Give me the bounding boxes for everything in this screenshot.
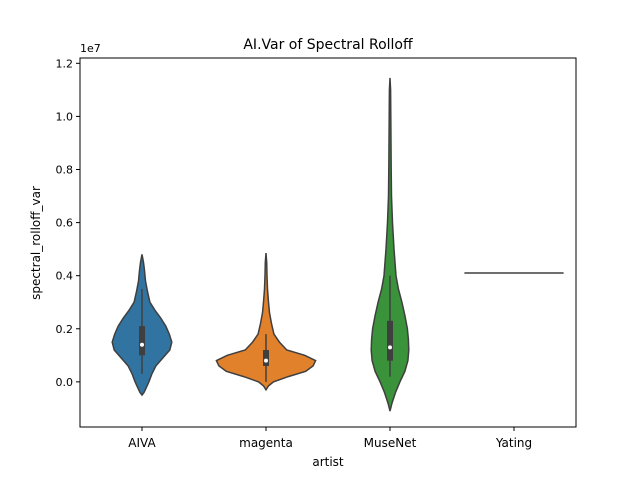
y-tick-label: 0.8 xyxy=(56,163,74,176)
x-tick-label-yating: Yating xyxy=(495,436,532,450)
violin-magenta xyxy=(215,253,317,392)
chart-title: AI.Var of Spectral Rolloff xyxy=(243,37,413,53)
median-dot-musenet xyxy=(388,345,392,350)
y-axis-multiplier: 1e7 xyxy=(80,42,101,55)
y-tick-label: 1.2 xyxy=(56,57,74,70)
y-tick-label: 0.6 xyxy=(56,217,74,230)
x-tick-label-magenta: magenta xyxy=(239,436,293,450)
iqr-box-aiva xyxy=(139,326,145,356)
y-axis-label: spectral_rolloff_var xyxy=(29,186,43,300)
y-tick-label: 0.0 xyxy=(56,376,74,389)
median-dot-aiva xyxy=(140,342,144,347)
x-tick-label-aiva: AIVA xyxy=(128,436,156,450)
x-tick-label-musenet: MuseNet xyxy=(364,436,417,450)
x-axis-label: artist xyxy=(312,455,344,469)
median-dot-magenta xyxy=(264,358,268,363)
plot-area xyxy=(111,77,564,412)
y-tick-label: 0.4 xyxy=(56,270,74,283)
plot-frame xyxy=(79,57,577,428)
y-tick-label: 0.2 xyxy=(56,323,74,336)
x-axis-ticks: AIVA magenta MuseNet Yating xyxy=(128,427,532,450)
iqr-box-musenet xyxy=(387,320,393,361)
y-axis-ticks: 0.0 0.2 0.4 0.6 0.8 1.0 1.2 xyxy=(56,57,80,389)
iqr-box-magenta xyxy=(263,350,269,366)
y-tick-label: 1.0 xyxy=(56,110,74,123)
violin-musenet xyxy=(370,77,410,412)
